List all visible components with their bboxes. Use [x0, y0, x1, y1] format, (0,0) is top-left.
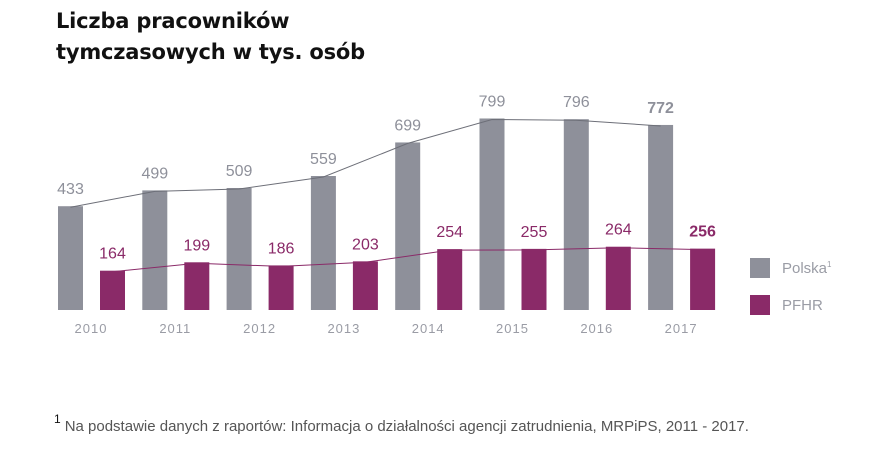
bar-pfhr-2015: [521, 248, 547, 310]
bar-polska-2017: [648, 124, 674, 310]
x-tick-label-2016: 2016: [580, 321, 613, 336]
data-label-polska-2012: 509: [226, 163, 253, 180]
data-label-polska-2014: 699: [394, 117, 421, 134]
chart-title: Liczba pracowników tymczasowych w tys. o…: [56, 6, 476, 68]
legend-swatch-polska: [750, 258, 770, 278]
x-tick-label-2012: 2012: [243, 321, 276, 336]
chart-title-line-2: tymczasowych w tys. osób: [56, 40, 365, 64]
bar-pfhr-2011: [184, 262, 210, 310]
bar-polska-2010: [58, 206, 83, 310]
x-tick-label-2010: 2010: [75, 321, 108, 336]
x-tick-label-2017: 2017: [665, 321, 698, 336]
bar-pfhr-2012: [268, 265, 294, 310]
bar-pfhr-2010: [100, 270, 125, 310]
chart-title-line-1: Liczba pracowników: [56, 9, 290, 33]
data-label-pfhr-2013: 203: [352, 236, 379, 253]
x-tick-label-2015: 2015: [496, 321, 529, 336]
data-label-polska-2011: 499: [141, 165, 168, 182]
trend-line-polska: [70, 118, 661, 208]
data-label-pfhr-2015: 255: [521, 224, 548, 241]
data-label-pfhr-2016: 264: [605, 222, 632, 239]
data-label-pfhr-2011: 199: [183, 237, 210, 254]
legend-label-polska: Polska1: [782, 260, 832, 277]
bar-polska-2013: [310, 176, 336, 310]
bar-polska-2011: [142, 190, 168, 310]
footnote-text: Na podstawie danych z raportów: Informac…: [64, 418, 749, 435]
x-tick-label-2011: 2011: [159, 321, 191, 336]
footnote-marker: 1: [54, 412, 61, 426]
data-label-pfhr-2010: 164: [99, 246, 126, 263]
data-label-polska-2015: 799: [479, 93, 506, 110]
data-label-pfhr-2017: 256: [689, 224, 716, 241]
data-label-polska-2017: 772: [647, 100, 674, 117]
bar-polska-2014: [395, 142, 421, 310]
bar-polska-2016: [563, 119, 589, 311]
bar-pfhr-2014: [437, 249, 463, 310]
legend-swatch-pfhr: [750, 295, 770, 315]
bar-pfhr-2016: [605, 246, 631, 310]
bar-polska-2012: [226, 187, 252, 310]
data-label-polska-2016: 796: [563, 94, 590, 111]
trend-line-pfhr: [112, 247, 703, 273]
data-label-pfhr-2014: 254: [436, 224, 463, 241]
data-label-pfhr-2012: 186: [268, 240, 295, 257]
bar-pfhr-2017: [690, 248, 716, 310]
bar-pfhr-2013: [352, 261, 378, 310]
data-label-polska-2010: 433: [57, 181, 84, 198]
x-tick-label-2014: 2014: [412, 321, 445, 336]
data-label-polska-2013: 559: [310, 151, 337, 168]
legend-label-pfhr: PFHR: [782, 297, 823, 314]
x-tick-label-2013: 2013: [327, 321, 360, 336]
bar-polska-2015: [479, 118, 505, 310]
footnote: 1 Na podstawie danych z raportów: Informa…: [54, 412, 749, 435]
